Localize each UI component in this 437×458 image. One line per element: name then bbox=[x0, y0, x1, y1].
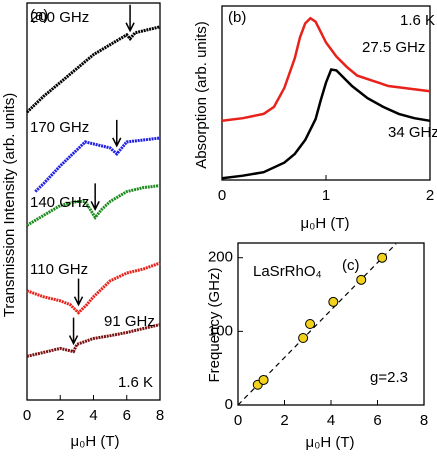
x-tick-label: 0 bbox=[218, 187, 226, 204]
series-label: 110 GHz bbox=[30, 261, 88, 278]
data-point bbox=[356, 274, 367, 285]
plot-frame bbox=[221, 5, 431, 181]
series-line bbox=[26, 184, 161, 227]
panel-label: (a) bbox=[30, 7, 48, 24]
series-label: 200 GHz bbox=[30, 9, 89, 26]
x-tick-label: 2 bbox=[280, 412, 288, 429]
x-tick-label: 1 bbox=[322, 187, 330, 204]
y-axis-label: Transmission Intensity (arb. units) bbox=[1, 93, 18, 318]
series-label: 170 GHz bbox=[30, 119, 89, 136]
y-axis-label: Frequency (GHz) bbox=[206, 267, 223, 382]
data-point bbox=[258, 374, 269, 385]
x-axis-label: μ₀H (T) bbox=[305, 434, 354, 451]
annotation: g=2.3 bbox=[370, 369, 408, 386]
y-tick-label: 0 bbox=[225, 396, 233, 413]
x-axis-label: μ₀H (T) bbox=[300, 215, 349, 232]
data-point bbox=[305, 319, 316, 329]
x-tick-label: 2 bbox=[426, 187, 434, 204]
series-line bbox=[26, 323, 161, 358]
annotation: 1.6 K bbox=[400, 12, 435, 29]
series-line bbox=[25, 25, 161, 114]
x-tick-label: 6 bbox=[373, 412, 381, 429]
series-label: 140 GHz bbox=[30, 194, 89, 211]
panel-label: (b) bbox=[228, 9, 246, 26]
y-axis-label: Absorption (arb. units) bbox=[193, 21, 210, 169]
x-tick-label: 2 bbox=[56, 407, 64, 424]
series-label: 27.5 GHz bbox=[362, 39, 425, 56]
y-tick-label: 100 bbox=[208, 322, 233, 339]
resonance-arrow bbox=[112, 119, 122, 148]
x-tick-label: 6 bbox=[123, 407, 131, 424]
annotation: 1.6 K bbox=[118, 374, 153, 391]
y-tick-label: 200 bbox=[208, 249, 233, 266]
panel-label: (c) bbox=[342, 257, 360, 274]
x-axis-label: μ₀H (T) bbox=[70, 433, 119, 450]
resonance-arrow bbox=[125, 4, 135, 33]
data-point bbox=[328, 296, 339, 307]
series-line bbox=[221, 16, 431, 123]
resonance-arrow bbox=[90, 183, 100, 212]
resonance-arrow bbox=[73, 278, 84, 307]
x-tick-label: 0 bbox=[23, 407, 31, 424]
series-label: 34 GHz bbox=[388, 124, 437, 141]
series-line bbox=[26, 261, 161, 315]
resonance-arrow bbox=[68, 317, 79, 346]
x-tick-label: 0 bbox=[234, 412, 242, 429]
series-line bbox=[34, 136, 161, 193]
x-tick-label: 4 bbox=[89, 407, 97, 424]
x-tick-label: 8 bbox=[156, 407, 164, 424]
x-tick-label: 4 bbox=[327, 412, 335, 429]
data-point bbox=[298, 332, 309, 343]
data-point bbox=[377, 252, 388, 263]
annotation: LaSrRhO₄ bbox=[253, 263, 322, 280]
x-tick-label: 8 bbox=[420, 412, 428, 429]
series-label: 91 GHz bbox=[104, 313, 155, 330]
series-line bbox=[221, 68, 431, 180]
